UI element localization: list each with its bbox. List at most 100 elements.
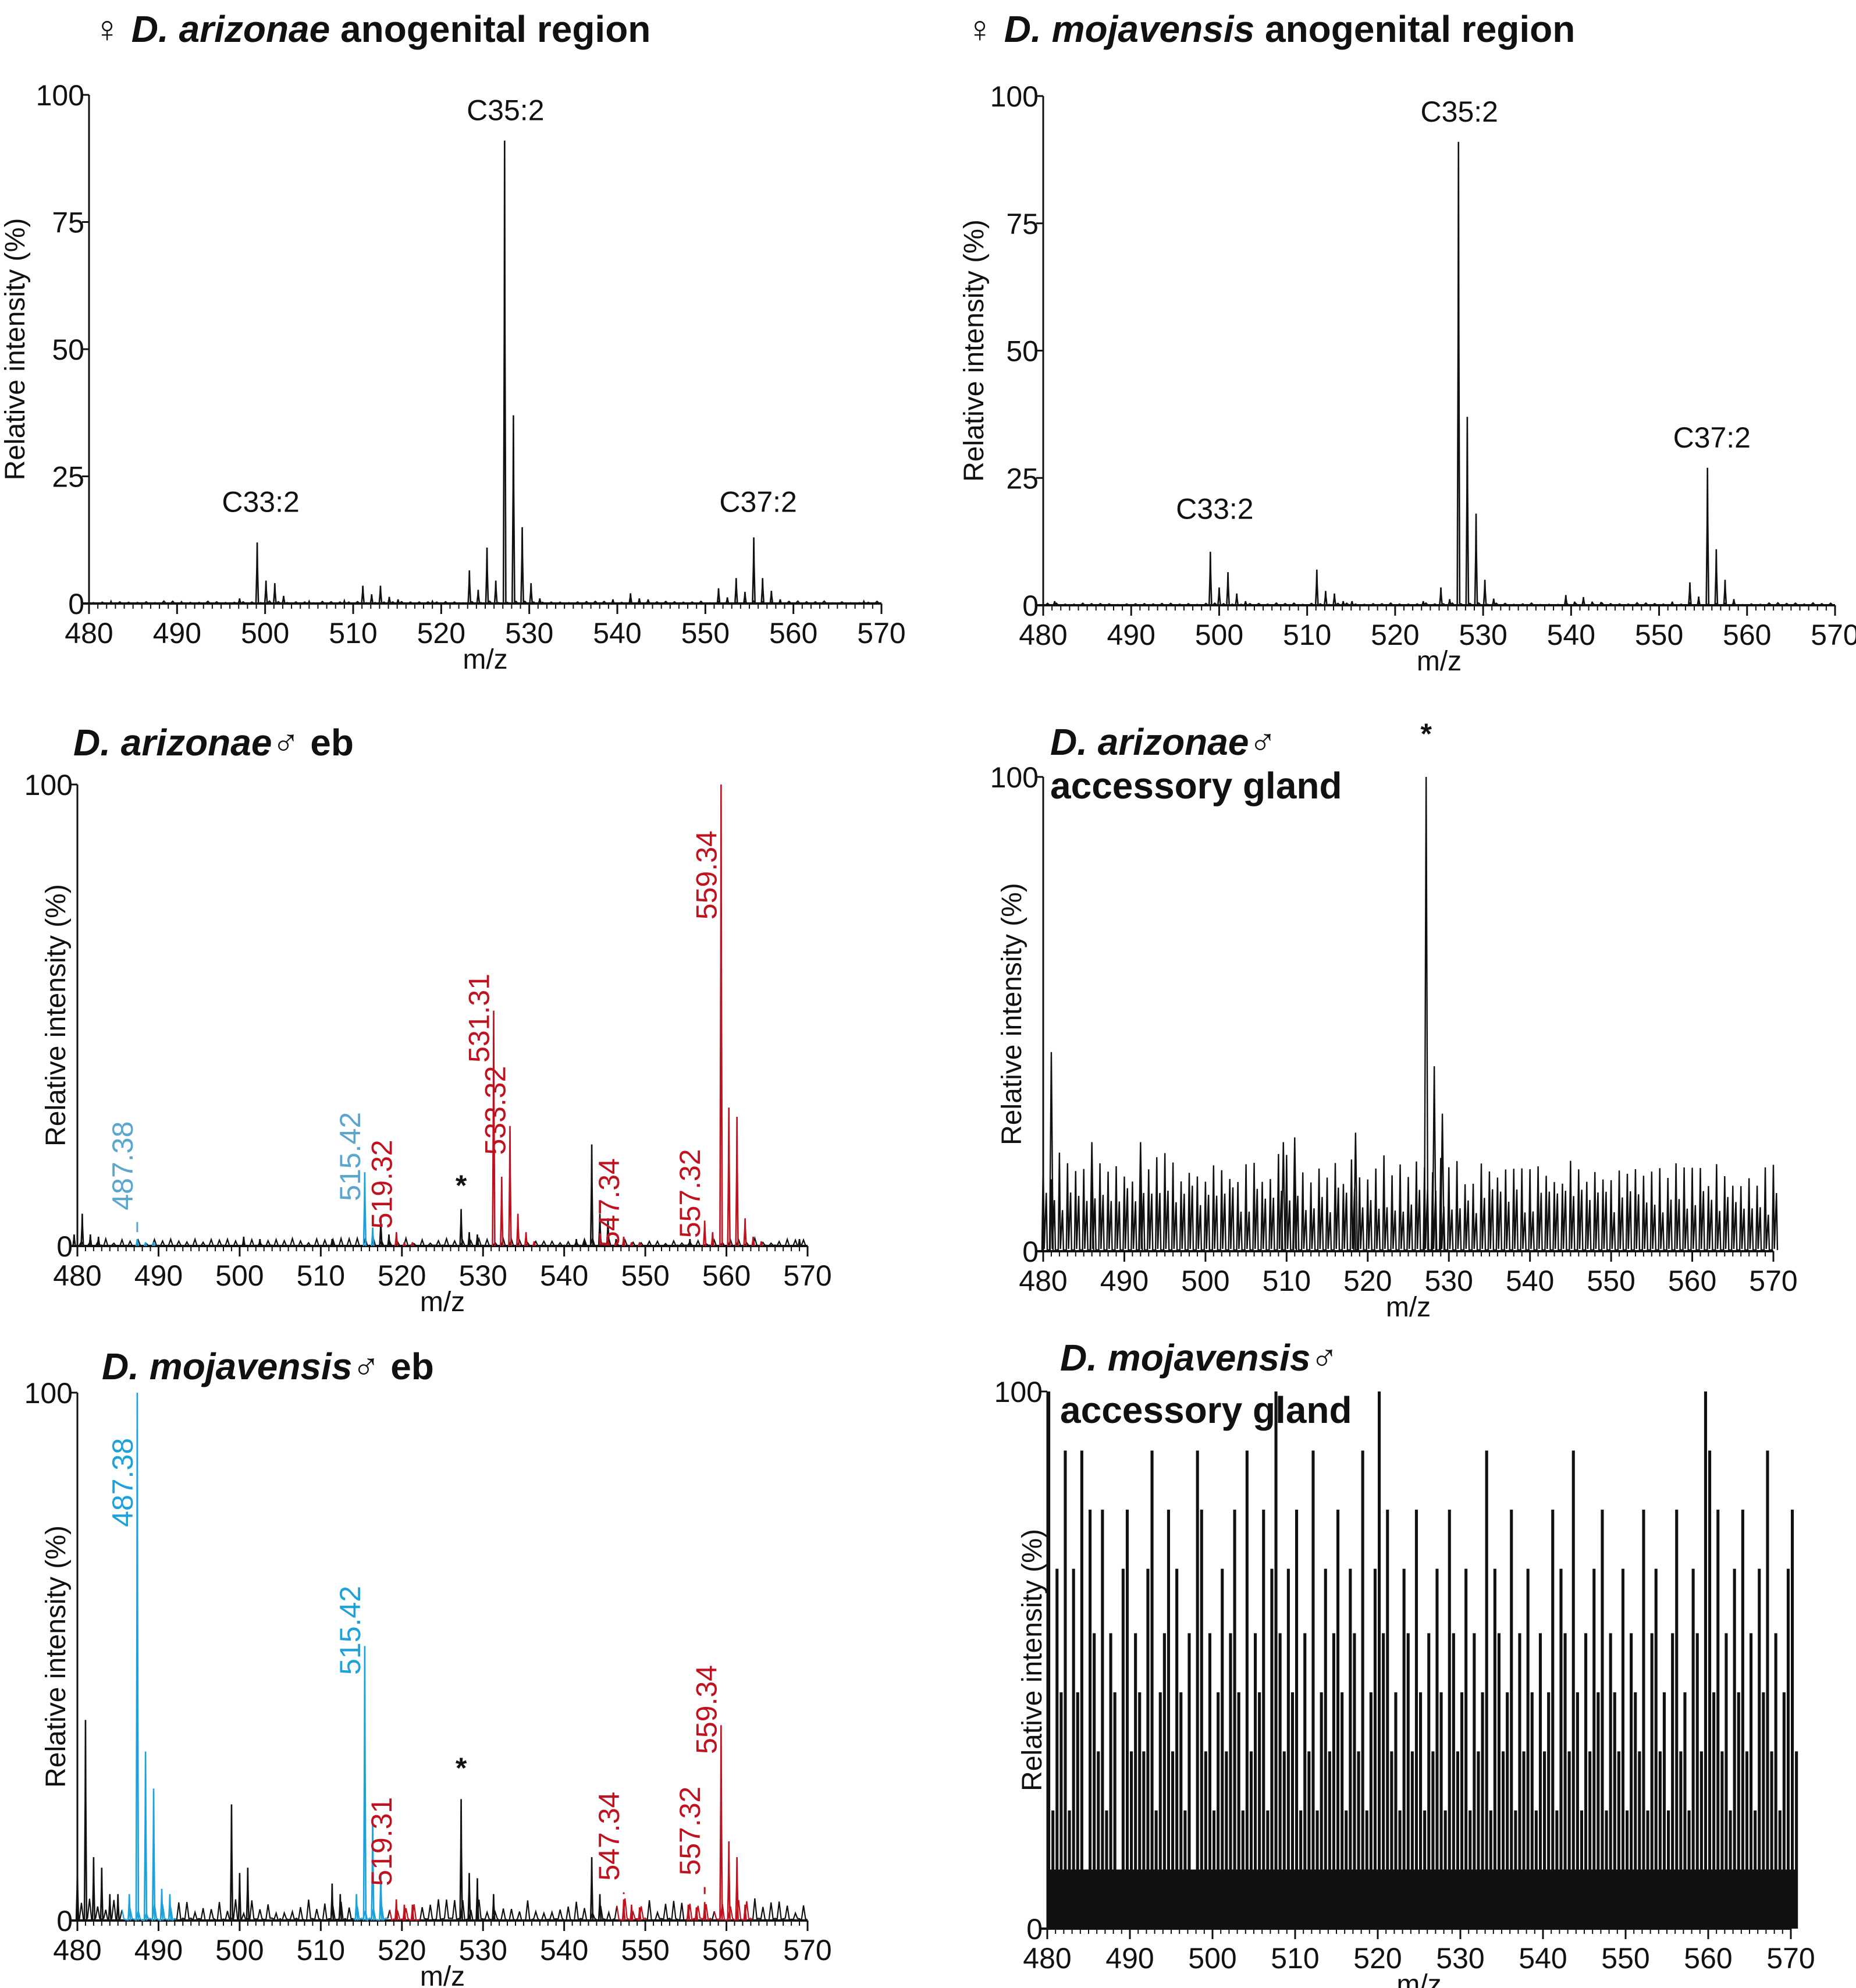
x-tick-label: 500 [241,617,289,649]
spectrum-peak [467,1873,471,1921]
x-tick-label: 510 [1271,1942,1319,1975]
spectrum-peak [1456,141,1461,606]
spectrum-bar [1786,1568,1790,1929]
x-tick-label: 560 [702,1934,751,1966]
spectrum-bar [1750,1633,1753,1929]
y-tick-label: 0 [56,1905,73,1937]
x-tick-label: 520 [378,1934,426,1966]
peak-label: 487.38 [106,1121,139,1210]
panel-title-line2: accessory gland [1050,765,1342,807]
x-tick-label: 480 [53,1934,101,1966]
female-symbol-icon: ♀ [93,8,131,50]
spectrum-bar [1650,1633,1654,1929]
spectrum-peak [108,1894,112,1921]
spectrum-bar [1378,1391,1381,1929]
spectrum-peak [1670,601,1674,606]
spectrum-peak [735,1116,739,1247]
panel-title: D. mojavensis♂ [1060,1337,1338,1379]
peak-annotation: C33:2 [1176,492,1253,525]
spectrum-bar [1452,1633,1455,1929]
species-name: D. mojavensis [102,1346,352,1387]
spectrum-peak [511,415,515,604]
spectrum-bar [1142,1751,1146,1929]
spectrum-peak [502,140,507,604]
spectrum-peak [467,1232,471,1247]
x-tick-label: 480 [1023,1942,1071,1975]
spectrum-bar [1109,1633,1112,1929]
peak-label: 557.32 [674,1149,706,1238]
spectrum-peak [307,599,311,604]
x-tick-label: 560 [1684,1942,1732,1975]
spectrum-bar [1567,1751,1571,1929]
spectrum-peak [1448,599,1452,606]
spectrum-peak [735,1857,739,1921]
spectrum-baseline [419,1899,618,1922]
spectrum-bar [1217,1692,1220,1929]
spectrum-peak [459,1209,463,1247]
spectrum-peak [752,537,756,604]
spectrum-peak [379,1218,383,1247]
spectrum-peak [702,1902,707,1921]
spectrum-peak [524,1232,528,1247]
spectrum-bar [1795,1751,1798,1929]
spectrum-peak [520,527,524,604]
spectrum-bar [1671,1633,1674,1929]
spectrum-bar [1262,1510,1265,1929]
spectrum-peak [410,1904,415,1921]
spectrum-bar [1254,1633,1257,1929]
spectrum-peak [467,570,472,604]
spectrum-bar [1439,1692,1443,1929]
spectrum-bar [1460,1692,1464,1929]
spectrum-bar [1221,1568,1224,1929]
spectrum-peak [1714,549,1719,606]
spectrum-peak [282,595,286,604]
spectrum-baseline [1043,602,1836,606]
spectrum-peak [1332,593,1336,606]
x-tick-label: 510 [329,617,377,649]
spectrum-bar [1510,1510,1513,1929]
panel-title: D. mojavensis♂ eb [102,1346,434,1387]
y-tick-label: 0 [1022,590,1039,622]
panel-title: ♀ D. arizonae anogenital region [93,8,650,50]
y-tick-label: 0 [1026,1913,1043,1946]
spectrum-peak [621,1899,626,1921]
spectrum-bar [1712,1692,1716,1929]
spectrum-peak [493,580,498,604]
spectrum-bar [1621,1568,1625,1929]
spectrum-peak [743,1904,747,1921]
spectrum-peak [387,1234,391,1247]
spectrum-peak [727,1841,731,1921]
spectrum-peak [598,1894,602,1921]
x-tick-label: 530 [1425,1265,1473,1297]
y-tick-label: 0 [1022,1236,1039,1268]
y-tick-label: 50 [52,333,84,366]
female-symbol-icon: ♀ [966,8,1004,50]
spectrum-baseline-band [1048,1869,1795,1929]
peak-label: 519.32 [365,1139,398,1229]
spectrum-bar [1179,1692,1183,1929]
x-tick-label: 520 [1353,1942,1402,1975]
spectrum-bar [1138,1692,1142,1929]
x-tick-label: 530 [1436,1942,1484,1975]
peak-annotation: C37:2 [719,486,797,519]
y-axis-label: Relative intensity (%) [997,883,1027,1145]
spectrum-peak [614,1238,618,1247]
spectrum-peak [179,600,183,604]
x-axis-label: m/z [420,1287,465,1318]
spectrum-bar [1204,1751,1207,1929]
x-tick-label: 490 [1105,1942,1154,1975]
spectrum-baseline [121,1904,177,1922]
x-tick-label: 570 [783,1934,831,1966]
spectrum-peak [237,598,242,604]
spectrum-peak [1053,601,1057,606]
panel-title: D. arizonae♂ [1050,721,1277,763]
spectrum-peak [151,1788,156,1921]
spectrum-bar [1080,1450,1083,1929]
y-axis-label: Relative intensity (%) [0,218,31,481]
spectrum-bar [1200,1510,1203,1929]
spectrum-peak [1353,1133,1359,1252]
spectrum-bar [1373,1568,1377,1929]
spectrum-bar [1584,1633,1588,1929]
spectrum-peak [402,1904,407,1921]
